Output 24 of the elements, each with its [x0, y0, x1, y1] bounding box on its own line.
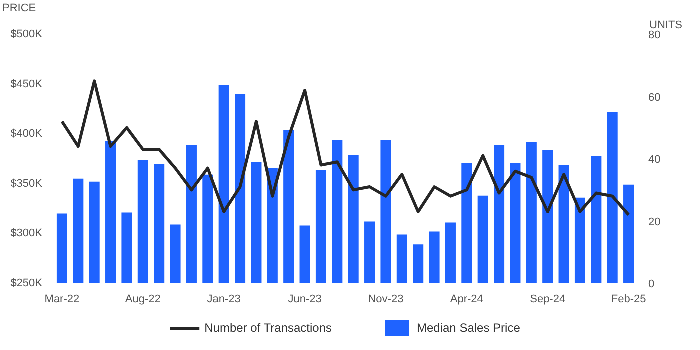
y-tick-label: $400K: [10, 128, 44, 140]
y2-tick-label: 0: [648, 278, 655, 290]
y2-tick-label: 20: [648, 216, 661, 228]
y-axis-title: PRICE: [2, 2, 36, 14]
x-tick-label: Aug-22: [125, 294, 161, 306]
y2-axis-title: UNITS: [650, 20, 682, 32]
x-tick-label: Nov-23: [368, 294, 404, 306]
x-tick-label: Mar-22: [44, 294, 80, 306]
x-tick-label: Jun-23: [288, 294, 322, 306]
y-tick-label: $250K: [10, 278, 44, 290]
y-tick-label: $500K: [10, 28, 44, 40]
y2-tick-label: 80: [648, 30, 661, 42]
line-series: [60, 80, 630, 217]
x-tick-label: Sep-24: [530, 294, 566, 306]
x-tick-label: Feb-25: [611, 294, 646, 306]
legend-label: Number of Transactions: [204, 321, 332, 335]
y2-tick-label: 40: [648, 154, 661, 166]
y-tick-label: $300K: [10, 228, 44, 240]
x-tick-label: Apr-24: [450, 294, 484, 306]
x-tick-label: Jan-23: [207, 294, 241, 306]
legend-label: Median Sales Price: [417, 321, 520, 335]
y-tick-label: $350K: [10, 178, 44, 190]
y2-tick-label: 60: [648, 92, 661, 104]
y-tick-label: $450K: [10, 78, 44, 90]
